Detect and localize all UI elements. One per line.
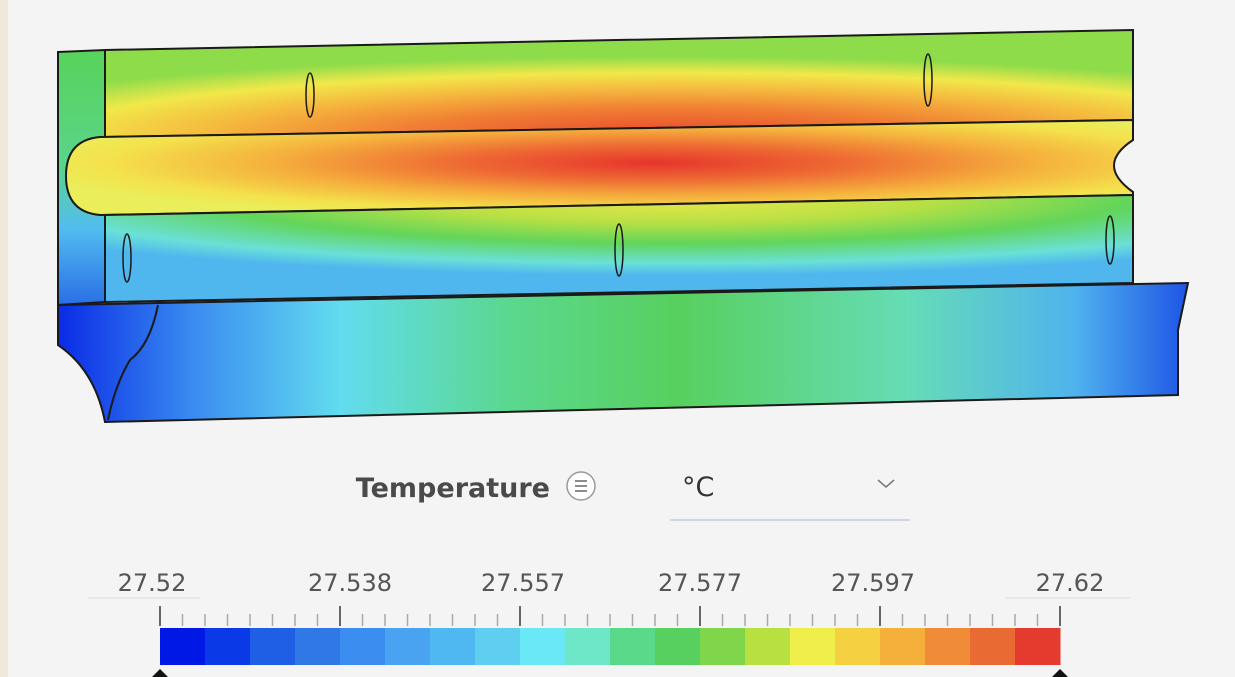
color-step — [835, 628, 881, 665]
tick-label: 27.597 — [831, 569, 915, 597]
channel — [64, 118, 1134, 217]
edge — [107, 304, 159, 421]
color-step — [970, 628, 1016, 665]
hole — [1105, 215, 1115, 265]
color-step — [250, 628, 296, 665]
color-step — [880, 628, 926, 665]
color-step — [205, 628, 251, 665]
hole — [923, 53, 933, 107]
color-step — [295, 628, 341, 665]
tick-label: 27.62 — [1036, 569, 1105, 597]
minor-ticks — [159, 606, 1061, 626]
color-step — [565, 628, 611, 665]
color-step — [160, 628, 206, 665]
tick-label: 27.538 — [308, 569, 392, 597]
hole — [305, 72, 315, 118]
top-block — [104, 28, 1134, 139]
color-step — [385, 628, 431, 665]
color-step — [610, 628, 656, 665]
color-step — [475, 628, 521, 665]
hole — [614, 223, 624, 277]
color-step — [1015, 628, 1061, 665]
unit-label: °C — [682, 472, 714, 503]
info-icon[interactable] — [566, 471, 596, 501]
range-handle[interactable] — [152, 669, 168, 677]
color-bar — [160, 628, 1061, 665]
legend-title: Temperature — [356, 473, 550, 504]
edge-strip — [0, 0, 8, 677]
color-step — [745, 628, 791, 665]
color-step — [340, 628, 386, 665]
color-step — [700, 628, 746, 665]
tick-label: 27.577 — [658, 569, 742, 597]
model — [57, 28, 1190, 424]
middle-block — [104, 193, 1134, 304]
range-handle[interactable] — [1052, 669, 1068, 677]
hole — [122, 233, 132, 283]
tick-label: 27.52 — [118, 569, 187, 597]
tick-label: 27.557 — [481, 569, 565, 597]
color-step — [430, 628, 476, 665]
base — [57, 281, 1190, 424]
color-step — [790, 628, 836, 665]
color-step — [925, 628, 971, 665]
legend-ticks: 27.52 27.538 27.557 27.577 27.597 27.62 — [118, 569, 1105, 597]
color-step — [655, 628, 701, 665]
color-step — [520, 628, 566, 665]
unit-dropdown[interactable]: °C — [670, 472, 910, 521]
